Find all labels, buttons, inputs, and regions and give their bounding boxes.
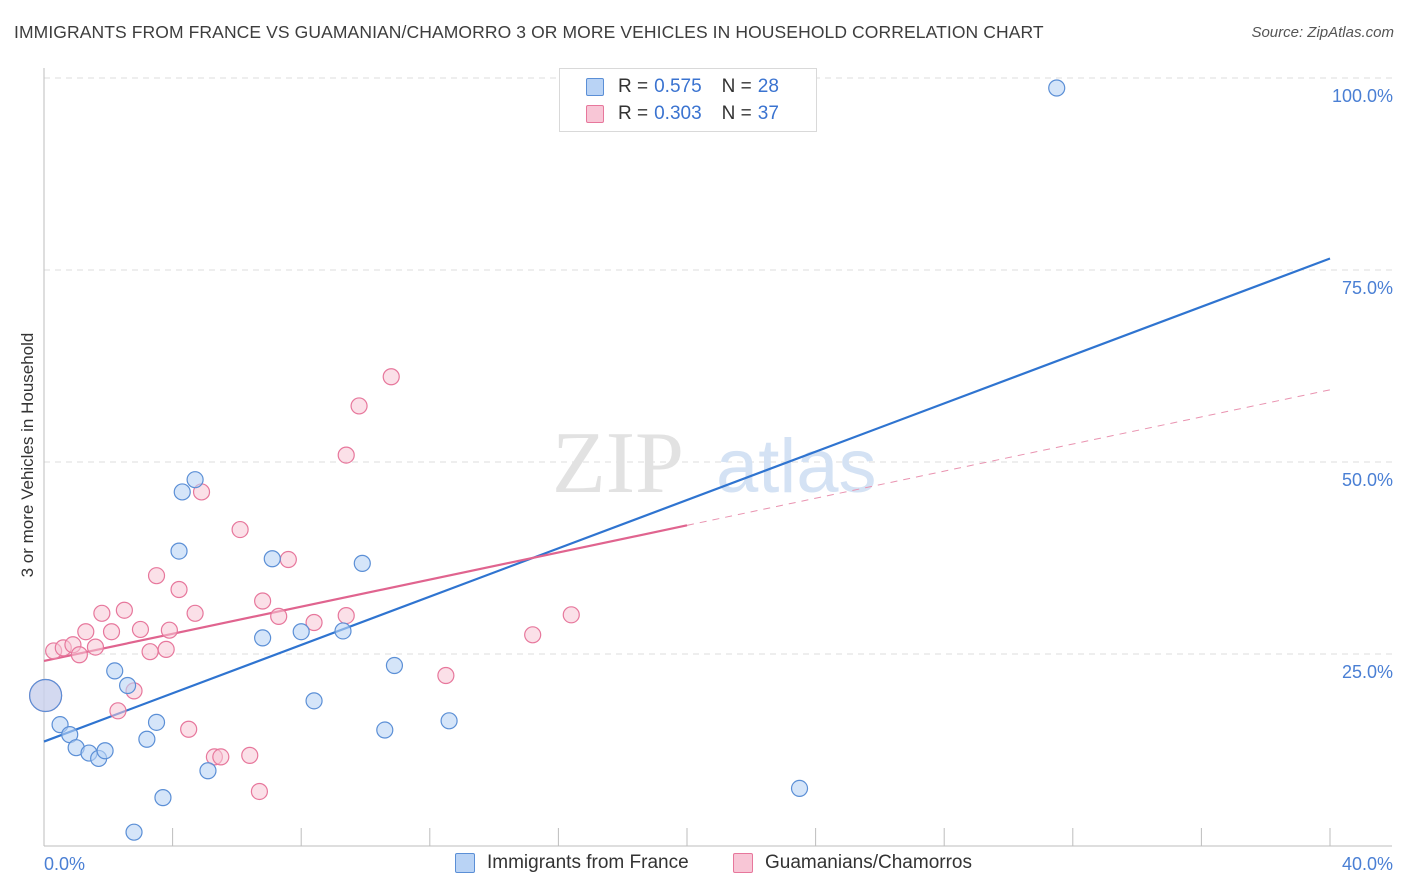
y-tick-labels: 25.0% 50.0% 75.0% 100.0% <box>1332 86 1393 682</box>
point-guamanians <box>231 520 249 539</box>
point-guamanians <box>102 623 121 641</box>
point-guamanians <box>141 643 159 661</box>
point-guamanians <box>170 580 188 599</box>
point-france <box>376 721 394 739</box>
point-guamanians <box>382 368 400 386</box>
point-guamanians <box>147 567 166 585</box>
point-guamanians <box>131 620 150 639</box>
point-france <box>154 789 172 807</box>
point-guamanians <box>180 720 198 738</box>
trend-lines <box>43 257 1331 743</box>
legend-row-guamanians: R = 0.303 N = 37 <box>586 102 779 126</box>
point-guamanians <box>157 640 175 658</box>
point-guamanians <box>70 646 88 664</box>
point-france <box>1048 79 1066 97</box>
watermark: ZIP atlas <box>552 415 877 512</box>
point-guamanians <box>160 621 178 639</box>
series-swatch-blue <box>455 853 475 873</box>
gridlines <box>44 77 1392 655</box>
legend-r-label: R = <box>618 103 649 124</box>
series-legend-label: Immigrants from France <box>487 852 689 873</box>
chart-title: IMMIGRANTS FROM FRANCE VS GUAMANIAN/CHAM… <box>14 22 1044 42</box>
x-tick-label: 40.0% <box>1342 854 1393 874</box>
x-tick-labels: 0.0% 40.0% <box>44 854 1393 874</box>
point-france <box>353 554 371 572</box>
point-france <box>125 823 143 841</box>
point-france <box>790 779 809 798</box>
point-france <box>96 742 114 760</box>
legend-row-france: R = 0.575 N = 28 <box>586 75 779 99</box>
point-france <box>147 713 166 731</box>
point-guamanians <box>270 607 288 625</box>
legend-n-label: N = <box>721 76 752 97</box>
point-france <box>173 483 191 501</box>
point-guamanians <box>93 604 111 622</box>
point-guamanians <box>186 604 204 622</box>
point-guamanians <box>437 666 455 685</box>
point-france <box>263 550 281 568</box>
chart-source: Source: ZipAtlas.com <box>1251 24 1394 41</box>
y-tick-label: 50.0% <box>1342 470 1393 490</box>
point-france <box>292 623 310 641</box>
point-guamanians <box>250 782 269 801</box>
point-guamanians <box>305 613 323 632</box>
point-france <box>440 712 458 730</box>
point-guamanians <box>350 397 368 415</box>
legend-swatch-pink <box>586 105 604 123</box>
x-tick-label: 0.0% <box>44 854 85 874</box>
legend-r-value: 0.575 <box>654 76 702 97</box>
series-france-points <box>29 79 1066 841</box>
point-guamanians <box>562 606 580 624</box>
point-france <box>385 656 404 675</box>
point-guamanians <box>241 746 259 764</box>
y-tick-label: 100.0% <box>1332 86 1393 106</box>
series-legend-guamanians: Guamanians/Chamorros <box>733 852 972 874</box>
point-france <box>254 629 272 647</box>
y-tick-label: 75.0% <box>1342 278 1393 298</box>
legend-swatch-blue <box>586 78 604 96</box>
legend-r-label: R = <box>618 76 649 97</box>
point-guamanians <box>337 606 355 625</box>
axes <box>43 68 1392 847</box>
series-guamanians-points <box>29 368 580 801</box>
point-france <box>305 692 323 710</box>
point-guamanians <box>109 702 127 720</box>
point-france <box>186 471 204 489</box>
point-guamanians <box>86 638 105 656</box>
point-guamanians <box>254 592 272 610</box>
series-legend-france: Immigrants from France <box>455 852 689 874</box>
series-legend-label: Guamanians/Chamorros <box>765 852 972 873</box>
point-guamanians <box>524 626 542 644</box>
point-guamanians <box>115 601 133 619</box>
point-france <box>106 662 124 680</box>
point-france <box>138 730 156 748</box>
trend-line-france <box>43 257 1331 743</box>
point-france <box>170 542 188 560</box>
y-tick-label: 25.0% <box>1342 662 1393 682</box>
series-swatch-pink <box>733 853 753 873</box>
trend-line-guamanians <box>43 524 688 662</box>
watermark-text: ZIP <box>552 415 684 512</box>
legend-n-value: 28 <box>757 76 779 97</box>
point-guamanians <box>337 446 355 464</box>
legend-n-label: N = <box>721 103 752 124</box>
point-france <box>334 622 352 640</box>
point-france <box>29 678 63 713</box>
correlation-legend: R = 0.575 N = 28 R = 0.303 N = 37 <box>559 68 817 132</box>
point-france <box>118 676 137 695</box>
legend-n-value: 37 <box>757 103 779 124</box>
trend-line-guamanians-extension <box>686 389 1331 526</box>
point-guamanians <box>212 748 230 766</box>
point-france <box>199 762 217 780</box>
point-guamanians <box>77 623 95 641</box>
series-legend: Immigrants from France Guamanians/Chamor… <box>0 852 1406 878</box>
point-guamanians <box>279 550 297 569</box>
legend-r-value: 0.303 <box>654 103 702 124</box>
